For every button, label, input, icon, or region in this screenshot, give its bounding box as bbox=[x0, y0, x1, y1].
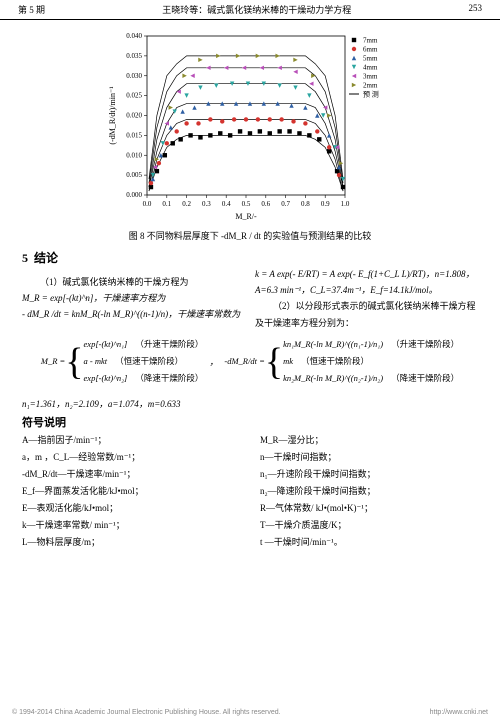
svg-text:3mm: 3mm bbox=[363, 73, 378, 81]
svg-text:0.1: 0.1 bbox=[162, 200, 171, 208]
running-title: 王晓玲等：碱式氯化镁纳米棒的干燥动力学方程 bbox=[162, 3, 351, 16]
svg-text:0.2: 0.2 bbox=[182, 200, 191, 208]
svg-text:0.0: 0.0 bbox=[143, 200, 152, 208]
svg-text:0.000: 0.000 bbox=[126, 191, 142, 199]
svg-text:5mm: 5mm bbox=[363, 55, 378, 63]
svg-text:0.4: 0.4 bbox=[222, 200, 231, 208]
figure-caption: 图 8 不同物料层厚度下 -dM_R / dt 的实验值与预测结果的比较 bbox=[0, 229, 500, 242]
svg-text:0.015: 0.015 bbox=[126, 131, 142, 139]
svg-text:预 测: 预 测 bbox=[363, 90, 379, 99]
equation-mr: M_R = exp[-(kt)^n]，干燥速率方程为 bbox=[22, 290, 245, 306]
section-title: 5 结论 bbox=[22, 248, 245, 270]
svg-text:0.010: 0.010 bbox=[126, 151, 142, 159]
svg-text:0.6: 0.6 bbox=[261, 200, 270, 208]
svg-text:(-dM_R/dt)/min⁻¹: (-dM_R/dt)/min⁻¹ bbox=[108, 86, 117, 145]
param-values: n₁=1.361，n₂=2.109，a=1.074，m=0.633 bbox=[22, 397, 478, 410]
chart-svg: 0.0 0.1 0.2 0.3 0.4 0.5 0.6 0.7 0.8 0.9 1.0 0.000 0.… bbox=[105, 28, 395, 223]
svg-text:0.020: 0.020 bbox=[126, 112, 142, 120]
equation-a: A=6.3 min⁻¹，C_L=37.4m⁻¹，E_f=14.1kJ/mol。 bbox=[255, 282, 478, 298]
svg-text:0.030: 0.030 bbox=[126, 72, 142, 80]
footer-url: http://www.cnki.net bbox=[430, 709, 488, 716]
piecewise-mr: M_R = { exp[-(kt)^n₁]（升速干燥阶段）a - mkt（恒速干… bbox=[41, 337, 203, 387]
svg-text:7mm: 7mm bbox=[363, 37, 378, 45]
svg-text:0.5: 0.5 bbox=[242, 200, 251, 208]
svg-text:0.035: 0.035 bbox=[126, 52, 142, 60]
page-footer: © 1994-2014 China Academic Journal Elect… bbox=[0, 709, 500, 716]
svg-text:0.8: 0.8 bbox=[301, 200, 310, 208]
issue: 第 5 期 bbox=[18, 3, 45, 16]
svg-text:1.0: 1.0 bbox=[341, 200, 350, 208]
symbols-list: A—指前因子/min⁻¹；a，m ，C_L—经验常数/m⁻¹；-dM_R/dt—… bbox=[0, 432, 500, 552]
svg-text:4mm: 4mm bbox=[363, 64, 378, 72]
piecewise-dmr: -dM_R/dt = { kn₁M_R(-ln M_R)^((n₁-1)/n₁)… bbox=[224, 337, 459, 387]
svg-text:0.040: 0.040 bbox=[126, 32, 142, 40]
page-header: 第 5 期 王晓玲等：碱式氯化镁纳米棒的干燥动力学方程 253 bbox=[0, 0, 500, 20]
svg-text:0.3: 0.3 bbox=[202, 200, 211, 208]
para-2: （2）以分段形式表示的碱式氯化镁纳米棒干燥方程及干燥速率方程分别为： bbox=[255, 298, 478, 330]
equation-dmr: - dM_R /dt = knM_R(-ln M_R)^((n-1)/n)，干燥… bbox=[22, 306, 245, 322]
svg-text:6mm: 6mm bbox=[363, 46, 378, 54]
svg-text:0.025: 0.025 bbox=[126, 92, 142, 100]
svg-text:M_R/-: M_R/- bbox=[235, 212, 257, 221]
svg-text:2mm: 2mm bbox=[363, 82, 378, 90]
svg-text:0.005: 0.005 bbox=[126, 171, 142, 179]
para-1: （1）碱式氯化镁纳米棒的干燥方程为 bbox=[22, 274, 245, 290]
svg-text:0.7: 0.7 bbox=[281, 200, 290, 208]
equation-k: k = A exp(- E/RT) = A exp(- E_f(1+C_L L)… bbox=[255, 266, 478, 282]
symbols-heading: 符号说明 bbox=[22, 414, 500, 430]
page-number: 253 bbox=[469, 3, 483, 16]
figure-8-chart: 0.0 0.1 0.2 0.3 0.4 0.5 0.6 0.7 0.8 0.9 1.0 0.000 0.… bbox=[105, 28, 395, 223]
svg-text:0.9: 0.9 bbox=[321, 200, 330, 208]
copyright: © 1994-2014 China Academic Journal Elect… bbox=[12, 709, 281, 716]
